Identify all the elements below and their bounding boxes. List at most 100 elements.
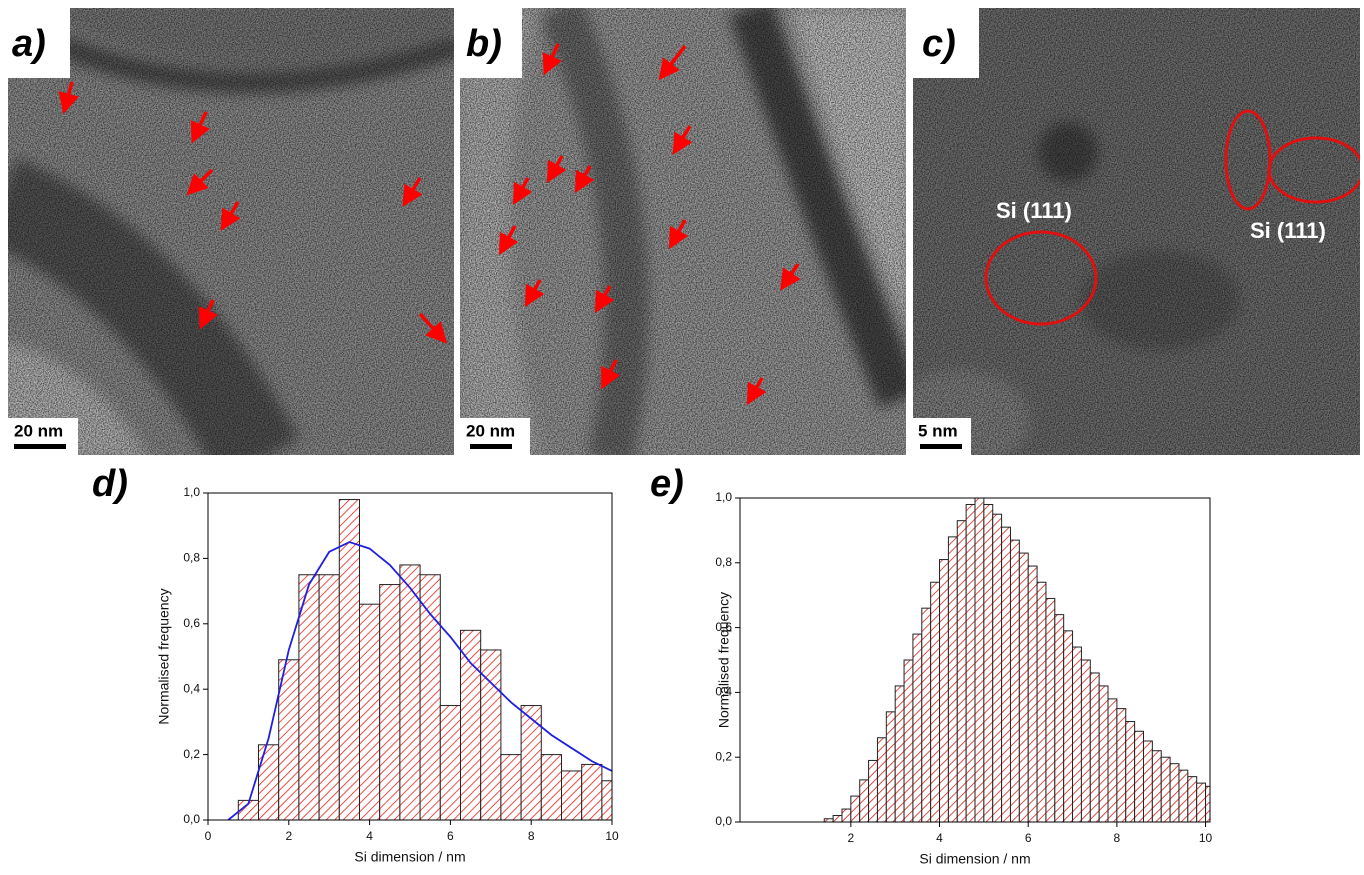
bar — [460, 629, 482, 820]
arrow — [601, 359, 621, 390]
fit-curve — [227, 541, 612, 820]
x-axis-label: Si dimension / nm — [919, 851, 1030, 867]
panel-label: b) — [466, 23, 502, 65]
tem-image-b — [460, 8, 906, 455]
arrow — [668, 219, 689, 250]
bar — [258, 744, 280, 820]
bar — [419, 574, 441, 820]
bar — [903, 659, 914, 822]
scale-bar-label: 20 nm — [14, 421, 63, 440]
bar — [318, 574, 340, 820]
bar — [1080, 659, 1091, 822]
bar — [1009, 539, 1020, 822]
bar — [1178, 769, 1189, 822]
y-tick-label: 0,2 — [715, 749, 732, 763]
bar — [1134, 730, 1144, 822]
x-tick-label: 2 — [848, 831, 855, 845]
bar — [939, 559, 949, 822]
arrow — [524, 279, 545, 308]
panel-label: e) — [650, 463, 684, 505]
bar — [561, 770, 583, 820]
bar — [1054, 614, 1065, 822]
bar — [841, 808, 852, 822]
annotation: Si (111) — [1250, 218, 1326, 243]
axes-frame — [207, 492, 613, 821]
bar — [876, 737, 887, 822]
arrow — [186, 168, 214, 196]
bar — [359, 603, 381, 820]
arrow — [512, 177, 533, 206]
bar — [1196, 782, 1207, 822]
y-tick-label: 0,2 — [183, 747, 200, 761]
bar — [1089, 672, 1100, 822]
bar — [947, 536, 958, 822]
arrow — [574, 165, 595, 194]
y-tick-label: 0,0 — [183, 812, 200, 826]
bar — [1160, 756, 1171, 822]
bar — [581, 763, 603, 820]
panel-label: a) — [12, 23, 46, 65]
scale-bar — [920, 444, 962, 449]
arrow — [542, 43, 562, 76]
bar — [956, 520, 967, 822]
bar — [1001, 526, 1011, 822]
bar — [930, 581, 941, 822]
arrow — [418, 312, 448, 344]
tem-image-c — [913, 8, 1360, 455]
y-tick-label: 0,6 — [183, 616, 200, 630]
bar — [1116, 708, 1127, 822]
y-tick-label: 0,0 — [715, 814, 732, 828]
bar — [1125, 721, 1136, 822]
label-box — [460, 8, 522, 78]
bar — [859, 779, 870, 822]
bar — [974, 498, 985, 822]
bar — [1205, 785, 1210, 822]
scale-bar — [14, 444, 66, 449]
bar — [520, 705, 542, 820]
bar — [832, 815, 843, 822]
scale-bar — [470, 444, 512, 449]
bar — [1063, 630, 1074, 822]
plot-area — [227, 499, 612, 820]
x-tick-label: 6 — [447, 829, 454, 843]
x-tick-label: 2 — [285, 829, 292, 843]
y-tick-label: 0,8 — [183, 551, 200, 565]
y-tick-label: 1,0 — [183, 485, 200, 499]
x-tick-label: 6 — [1025, 831, 1032, 845]
bar — [850, 795, 861, 822]
bar — [540, 754, 562, 820]
bar — [1045, 597, 1056, 822]
bar — [1027, 565, 1038, 822]
bar — [379, 584, 401, 820]
bar — [912, 633, 923, 822]
x-tick-label: 8 — [528, 829, 535, 843]
arrow — [546, 155, 567, 184]
x-tick-label: 8 — [1114, 831, 1121, 845]
bar — [399, 564, 421, 820]
arrow — [58, 81, 79, 115]
arrow — [402, 177, 423, 208]
bar — [439, 705, 461, 820]
bar — [965, 503, 976, 822]
arrow — [672, 125, 693, 156]
bar — [983, 503, 994, 822]
bar — [601, 780, 612, 820]
bar — [298, 574, 320, 820]
arrows — [58, 43, 801, 406]
bar — [1018, 552, 1029, 822]
bar — [894, 685, 905, 822]
arrow — [658, 44, 687, 81]
arrow — [780, 263, 801, 291]
bar — [338, 499, 360, 820]
bar — [1142, 740, 1153, 822]
arrow — [198, 299, 218, 330]
arrow — [746, 377, 767, 406]
x-axis-label: Si dimension / nm — [354, 849, 465, 865]
bar — [1151, 750, 1162, 822]
bar — [500, 754, 522, 820]
bar — [992, 513, 1003, 822]
bar — [885, 711, 896, 822]
bar — [480, 649, 502, 820]
bar — [1187, 776, 1198, 822]
